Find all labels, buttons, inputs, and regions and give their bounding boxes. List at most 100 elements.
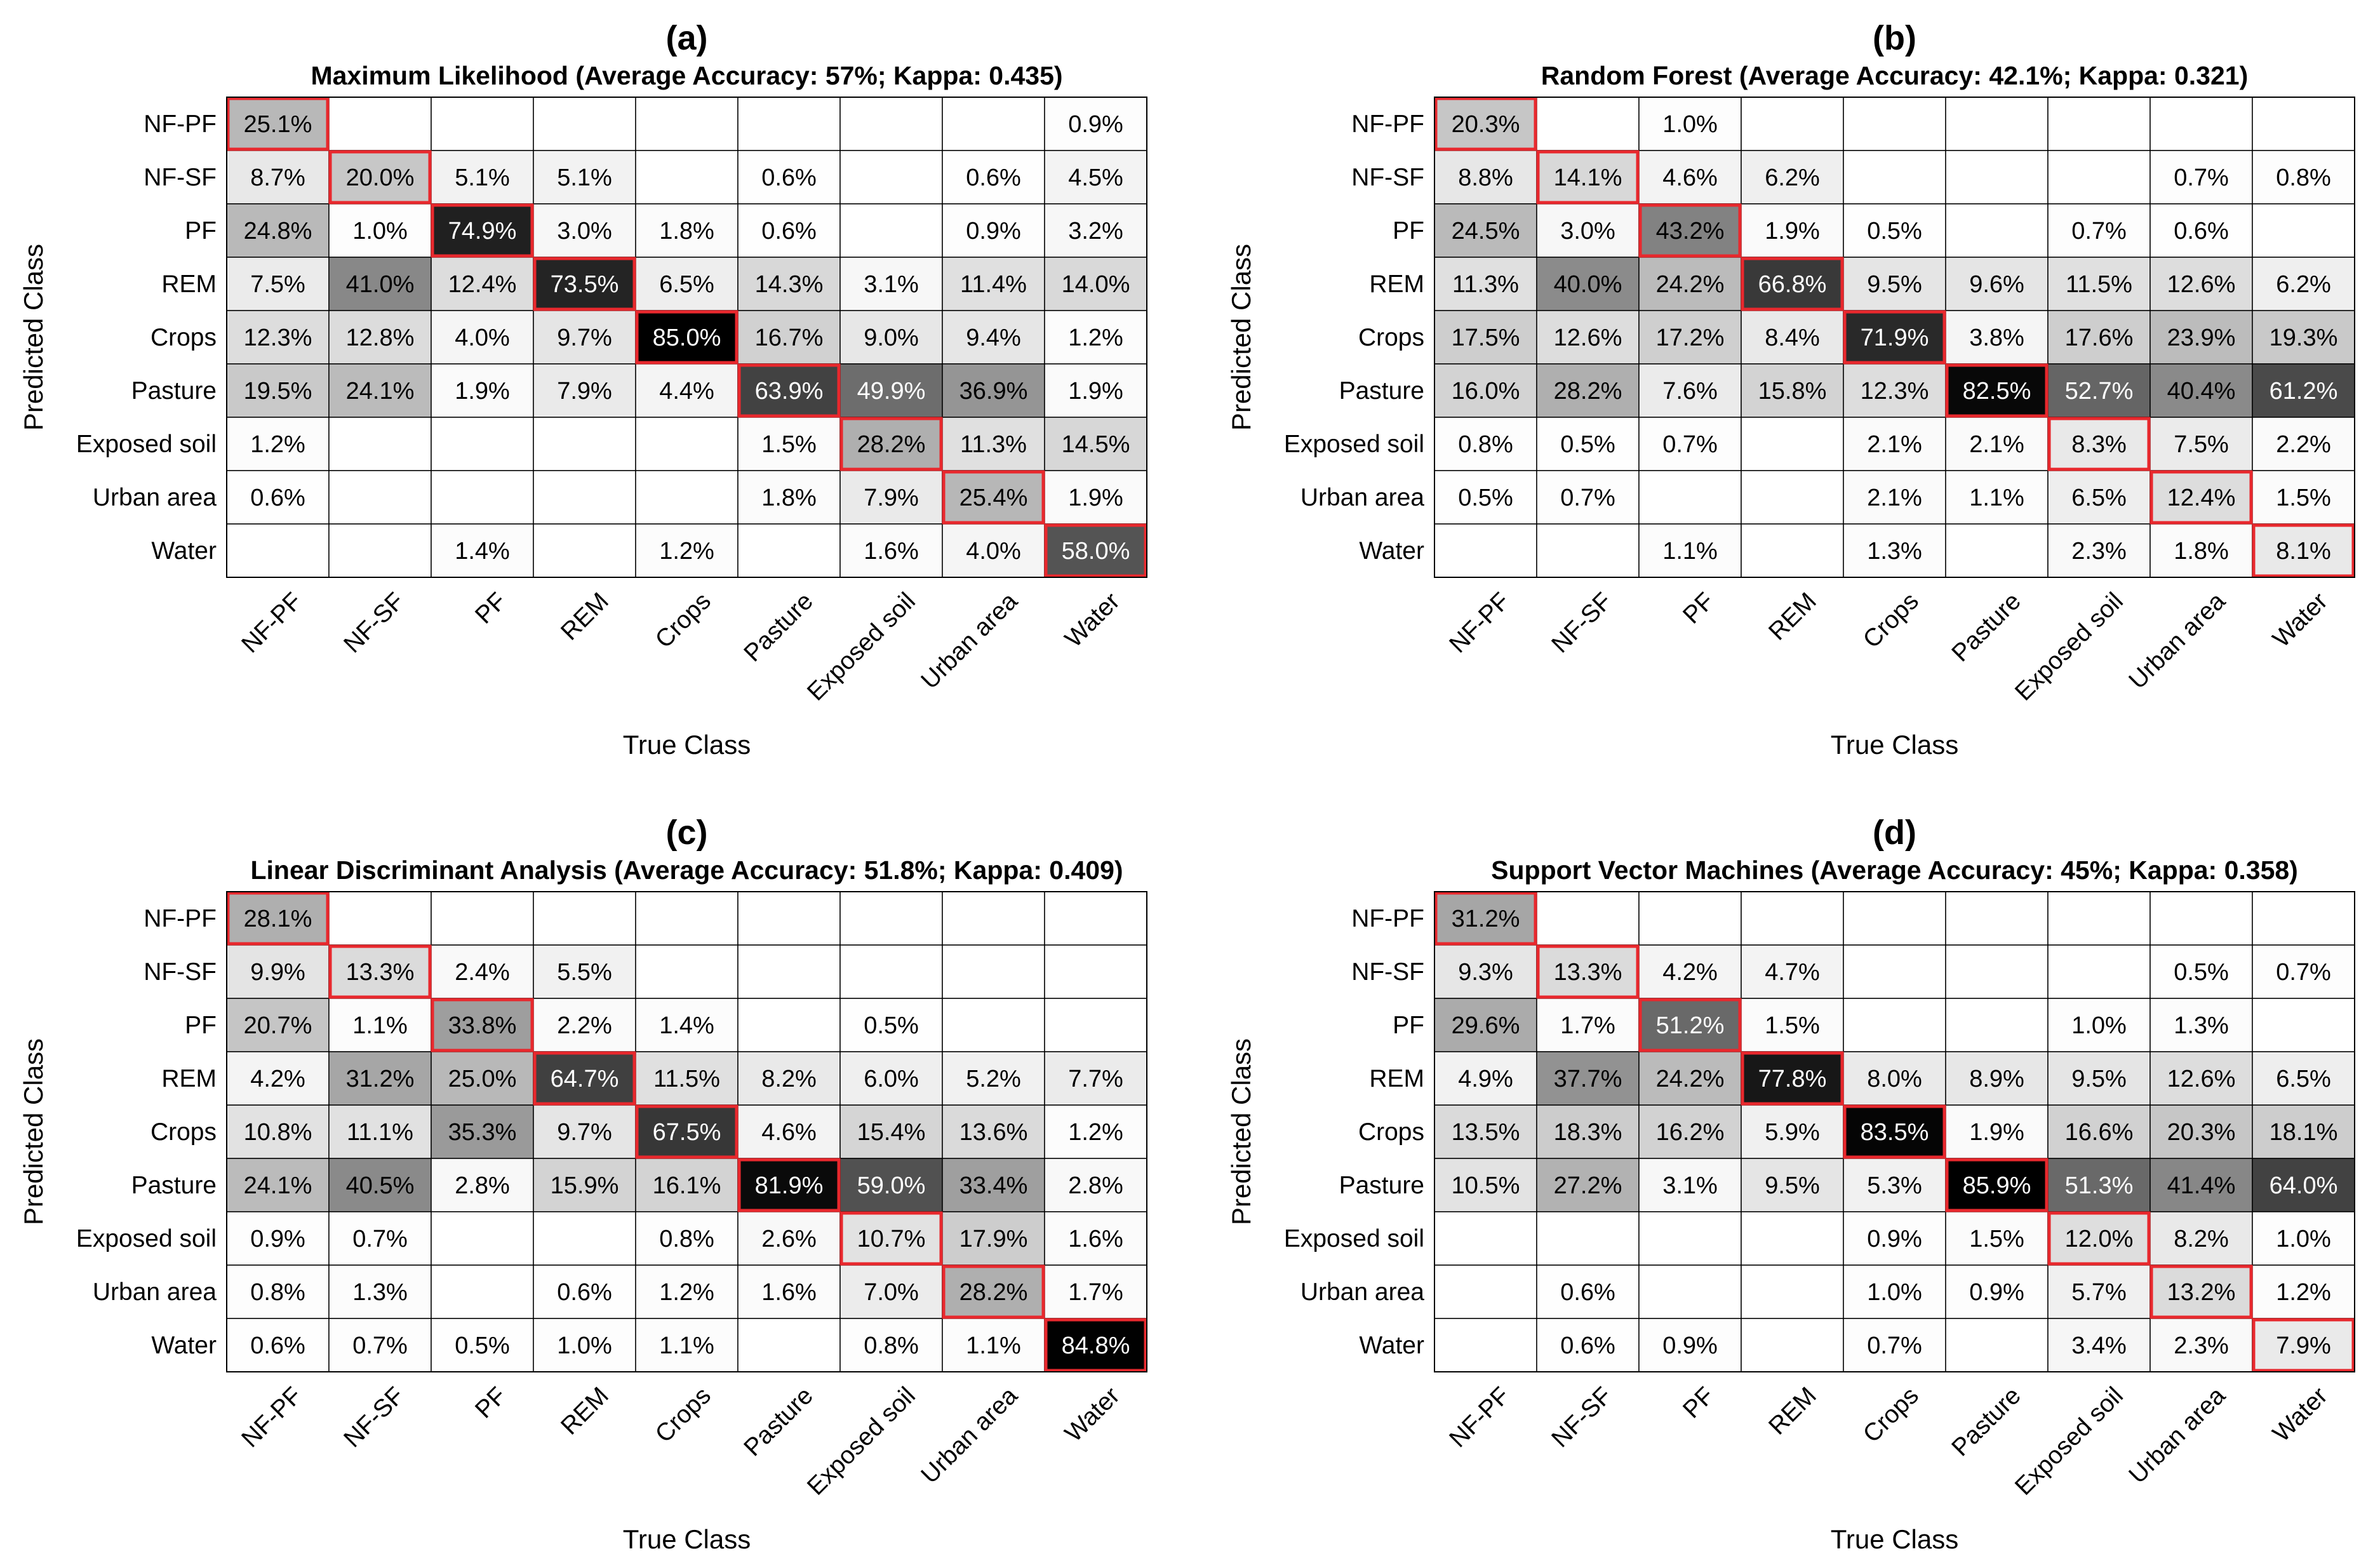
matrix-cell xyxy=(1536,1318,1640,1372)
matrix-cell xyxy=(2149,310,2253,365)
cell-value-label: 6.2% xyxy=(1765,164,1820,191)
matrix-cell xyxy=(1945,1051,2049,1106)
cell-value-label: 0.8% xyxy=(2276,164,2331,191)
matrix-cell xyxy=(1044,1158,1147,1212)
diagonal-highlight xyxy=(839,1211,943,1266)
matrix-cell xyxy=(2047,257,2151,311)
matrix-cell xyxy=(1434,310,1537,365)
matrix-cell xyxy=(1945,1264,2049,1319)
cell-value-label: 3.1% xyxy=(1662,1172,1718,1199)
matrix-cell xyxy=(2149,203,2253,258)
matrix-cell xyxy=(1945,150,2049,205)
cell-value-label: 61.2% xyxy=(2270,378,2338,405)
cell-value-label: 1.8% xyxy=(659,218,714,245)
matrix-cell xyxy=(737,257,841,311)
matrix-cell xyxy=(1536,97,1640,151)
matrix-cell xyxy=(1741,470,1844,525)
matrix-cell xyxy=(431,417,534,471)
cell-value-label: 49.9% xyxy=(857,378,926,405)
cell-value-label: 1.5% xyxy=(2276,485,2331,511)
cell-value-label: 1.5% xyxy=(761,431,817,458)
cell-value-label: 1.7% xyxy=(1560,1012,1615,1039)
matrix-cell xyxy=(328,470,432,525)
diagonal-highlight xyxy=(839,417,943,471)
cell-value-label: 0.7% xyxy=(2174,164,2229,191)
matrix-cell xyxy=(1945,1318,2049,1372)
matrix-cell xyxy=(2149,891,2253,946)
cell-value-label: 4.5% xyxy=(1068,164,1123,191)
diagonal-highlight xyxy=(1434,97,1537,151)
cell-value-label: 40.5% xyxy=(346,1172,415,1199)
matrix-cell xyxy=(2252,891,2355,946)
matrix-cell xyxy=(1945,1104,2049,1159)
matrix-cell xyxy=(2047,523,2151,578)
cell-value-label: 5.7% xyxy=(2071,1279,2127,1306)
matrix-cell xyxy=(1536,470,1640,525)
matrix-cell xyxy=(839,998,943,1052)
matrix-cell xyxy=(533,97,636,151)
chart-title: Support Vector Machines (Average Accurac… xyxy=(1491,855,2298,885)
cell-value-label: 1.4% xyxy=(659,1012,714,1039)
row-tick-label: PF xyxy=(185,217,217,245)
diagonal-highlight xyxy=(1536,944,1640,999)
matrix-cell xyxy=(2047,417,2151,471)
matrix-cell xyxy=(737,1318,841,1372)
matrix-cell xyxy=(635,1211,739,1266)
cell-value-label: 16.1% xyxy=(653,1172,721,1199)
cell-value-label: 13.2% xyxy=(2167,1279,2236,1306)
cell-value-label: 9.5% xyxy=(1765,1172,1820,1199)
cell-value-label: 0.6% xyxy=(557,1279,612,1306)
matrix-cell xyxy=(1044,203,1147,258)
diagonal-highlight xyxy=(1044,523,1147,578)
matrix-cell xyxy=(1638,944,1742,999)
cell-value-label: 83.5% xyxy=(1861,1119,1929,1146)
matrix-cell xyxy=(1638,891,1742,946)
matrix-cell xyxy=(635,97,739,151)
matrix-cell xyxy=(2252,310,2355,365)
matrix-cell xyxy=(533,257,636,311)
cell-value-label: 20.7% xyxy=(244,1012,312,1039)
cell-value-label: 1.0% xyxy=(557,1332,612,1359)
row-tick-label: Pasture xyxy=(131,1172,217,1199)
cell-value-label: 14.5% xyxy=(1062,431,1130,458)
cell-value-label: 5.1% xyxy=(455,164,510,191)
matrix-cell xyxy=(942,1051,1045,1106)
column-tick-label: Pasture xyxy=(739,1382,818,1461)
matrix-cell xyxy=(1044,470,1147,525)
matrix-cell xyxy=(2047,1318,2151,1372)
matrix-cell xyxy=(328,523,432,578)
cell-value-label: 64.0% xyxy=(2270,1172,2338,1199)
diagonal-highlight xyxy=(1638,998,1742,1052)
matrix-cell xyxy=(2047,998,2151,1052)
cell-value-label: 1.3% xyxy=(1867,538,1922,565)
matrix-cell xyxy=(2252,1211,2355,1266)
cell-value-label: 0.8% xyxy=(864,1332,919,1359)
row-tick-label: Crops xyxy=(150,324,217,351)
cell-value-label: 7.6% xyxy=(1662,378,1718,405)
cell-value-label: 15.8% xyxy=(1758,378,1827,405)
matrix-cell xyxy=(1536,1264,1640,1319)
matrix-cell xyxy=(1741,150,1844,205)
row-tick-label: Crops xyxy=(150,1118,217,1146)
row-tick-label: Exposed soil xyxy=(76,1225,217,1252)
matrix-cell xyxy=(1044,310,1147,365)
matrix-cell xyxy=(737,417,841,471)
diagonal-highlight xyxy=(1536,150,1640,205)
matrix-cell xyxy=(1843,1051,1946,1106)
diagonal-highlight xyxy=(431,203,534,258)
matrix-cell xyxy=(1843,891,1946,946)
cell-value-label: 1.3% xyxy=(2174,1012,2229,1039)
column-tick-label: Urban area xyxy=(2123,1382,2231,1489)
cell-value-label: 5.2% xyxy=(966,1066,1021,1092)
matrix-cell xyxy=(737,944,841,999)
matrix-cell xyxy=(328,944,432,999)
matrix-cell xyxy=(2047,203,2151,258)
matrix-cell xyxy=(226,1158,330,1212)
column-tick-label: PF xyxy=(1678,587,1720,629)
cell-value-label: 74.9% xyxy=(448,218,517,245)
cell-value-label: 1.5% xyxy=(1969,1226,2024,1252)
cell-value-label: 4.0% xyxy=(966,538,1021,565)
cell-value-label: 1.9% xyxy=(1068,485,1123,511)
matrix-cell xyxy=(2149,470,2253,525)
matrix-cell xyxy=(1434,1104,1537,1159)
